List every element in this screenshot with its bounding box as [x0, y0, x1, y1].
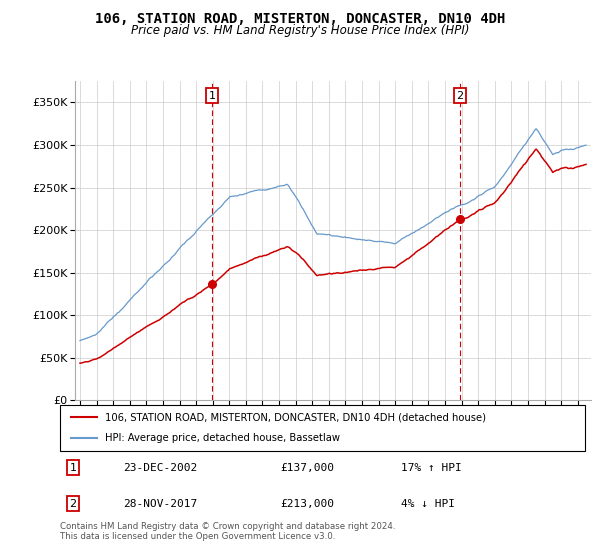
Text: 4% ↓ HPI: 4% ↓ HPI: [401, 499, 455, 509]
Text: 17% ↑ HPI: 17% ↑ HPI: [401, 463, 462, 473]
Text: 106, STATION ROAD, MISTERTON, DONCASTER, DN10 4DH (detached house): 106, STATION ROAD, MISTERTON, DONCASTER,…: [104, 412, 485, 422]
Text: £213,000: £213,000: [281, 499, 335, 509]
Text: 28-NOV-2017: 28-NOV-2017: [123, 499, 197, 509]
Text: HPI: Average price, detached house, Bassetlaw: HPI: Average price, detached house, Bass…: [104, 433, 340, 444]
Text: 2: 2: [457, 91, 464, 101]
Text: 106, STATION ROAD, MISTERTON, DONCASTER, DN10 4DH: 106, STATION ROAD, MISTERTON, DONCASTER,…: [95, 12, 505, 26]
Text: £137,000: £137,000: [281, 463, 335, 473]
Text: 23-DEC-2002: 23-DEC-2002: [123, 463, 197, 473]
Text: Contains HM Land Registry data © Crown copyright and database right 2024.
This d: Contains HM Land Registry data © Crown c…: [60, 522, 395, 542]
Text: 1: 1: [70, 463, 77, 473]
FancyBboxPatch shape: [60, 405, 585, 451]
Text: 2: 2: [70, 499, 77, 509]
Text: Price paid vs. HM Land Registry's House Price Index (HPI): Price paid vs. HM Land Registry's House …: [131, 24, 469, 36]
Text: 1: 1: [209, 91, 216, 101]
